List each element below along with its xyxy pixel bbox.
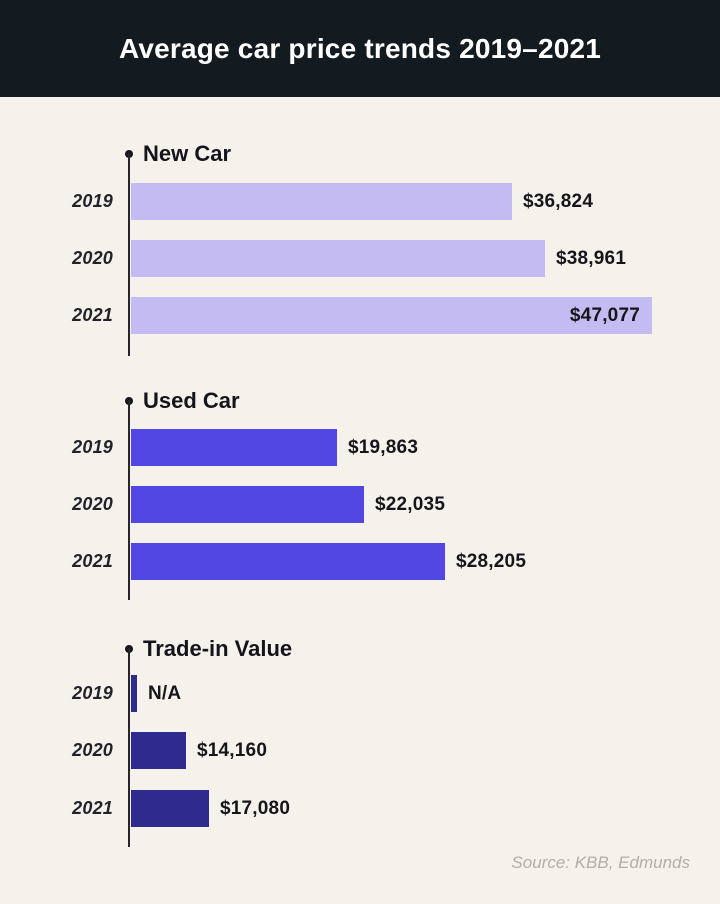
bar-row-trade-in-2019: 2019 N/A [0,675,720,712]
year-label: 2021 [72,798,113,818]
year-label: 2020 [72,740,113,760]
bar-new-car-2019 [131,183,512,220]
value-label: $19,863 [348,436,419,458]
source-note: Source: KBB, Edmunds [511,853,690,872]
value-label: $47,077 [569,304,640,326]
title-banner: Average car price trends 2019–2021 [0,0,720,97]
bar-row-trade-in-2020: 2020 $14,160 [0,732,720,769]
value-label: $22,035 [375,493,446,515]
bar-used-car-2020 [131,486,364,523]
year-label: 2019 [72,683,113,703]
year-label: 2021 [72,305,113,325]
year-label: 2019 [72,191,113,211]
value-label: N/A [148,682,182,704]
bar-used-car-2021 [131,543,445,580]
value-label: $17,080 [220,797,291,819]
section-title-trade-in-value: Trade-in Value [125,636,293,662]
year-label: 2020 [72,494,113,514]
bar-row-used-car-2021: 2021 $28,205 [0,543,720,580]
year-label: 2020 [72,248,113,268]
axis-used-car [128,400,130,600]
bar-trade-in-2021 [131,790,209,827]
bar-row-trade-in-2021: 2021 $17,080 [0,790,720,827]
bar-row-new-car-2019: 2019 $36,824 [0,183,720,220]
section-title-new-car: New Car [125,141,232,167]
axis-new-car [128,153,130,356]
axis-trade-in [128,648,130,847]
bar-row-used-car-2019: 2019 $19,863 [0,429,720,466]
bar-row-used-car-2020: 2020 $22,035 [0,486,720,523]
section-title-used-car: Used Car [125,388,240,414]
section-title-label: Used Car [143,388,240,413]
bar-used-car-2019 [131,429,337,466]
value-label: $28,205 [456,550,527,572]
bar-row-new-car-2020: 2020 $38,961 [0,240,720,277]
bar-new-car-2021: $47,077 [131,297,652,334]
section-title-label: New Car [143,141,232,166]
value-label: $14,160 [197,739,268,761]
bar-trade-in-2020 [131,732,186,769]
value-label: $38,961 [556,247,627,269]
year-label: 2019 [72,437,113,457]
value-label: $36,824 [523,190,594,212]
year-label: 2021 [72,551,113,571]
bar-new-car-2020 [131,240,545,277]
bar-trade-in-2019 [131,675,137,712]
page-title: Average car price trends 2019–2021 [118,32,602,64]
section-title-label: Trade-in Value [143,636,293,661]
bar-row-new-car-2021: 2021 $47,077 [0,297,720,334]
